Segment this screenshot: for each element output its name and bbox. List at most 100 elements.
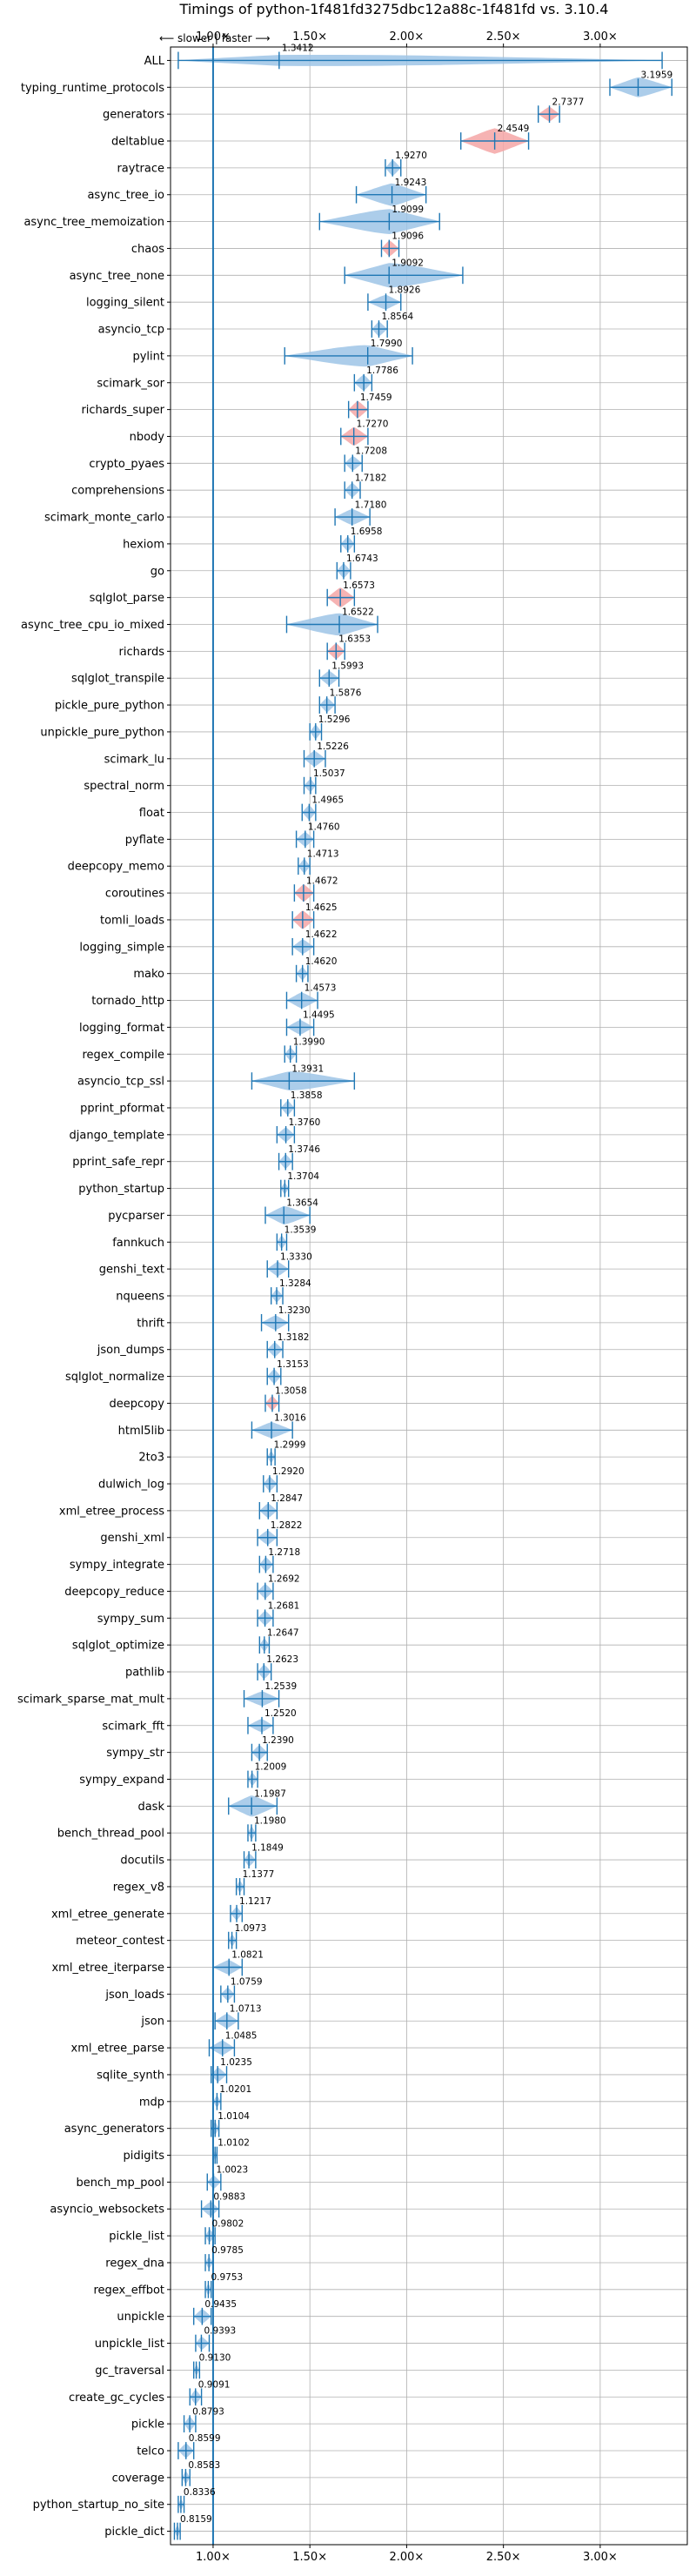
y-tick-label: sympy_sum bbox=[97, 1613, 164, 1626]
value-label: 1.4622 bbox=[305, 929, 338, 940]
value-label: 1.7180 bbox=[355, 500, 387, 510]
value-label: 1.0235 bbox=[220, 2057, 252, 2068]
y-tick-label: float bbox=[139, 807, 164, 820]
y-tick-label: pprint_safe_repr bbox=[72, 1156, 164, 1169]
value-label: 1.1217 bbox=[239, 1896, 271, 1907]
y-tick-label: pickle_pure_python bbox=[55, 700, 164, 713]
y-tick-label: asyncio_tcp bbox=[98, 324, 164, 337]
x-tick-label-top: 2.00× bbox=[389, 30, 424, 44]
value-label: 1.3182 bbox=[278, 1332, 310, 1343]
tick-layer: 1.00× 1.00× 1.50× 1.50× 2.00× 2.00× 2.50× 2.50×… bbox=[17, 30, 618, 2564]
value-label: 1.1980 bbox=[254, 1815, 286, 1826]
value-label: 1.3330 bbox=[280, 1251, 312, 1262]
value-label: 1.2920 bbox=[272, 1466, 304, 1477]
value-label: 1.3990 bbox=[293, 1036, 325, 1047]
label-layer: 1.3412 3.1959 2.7377 2.4549 1.9270 1.9243 1.90… bbox=[180, 44, 673, 2525]
y-tick-label: nqueens bbox=[116, 1291, 164, 1304]
y-tick-label: scimark_lu bbox=[104, 753, 164, 766]
value-label: 1.4573 bbox=[304, 983, 337, 994]
y-tick-label: pylint bbox=[132, 350, 164, 363]
y-tick-label: chaos bbox=[131, 243, 164, 256]
y-tick-label: asyncio_tcp_ssl bbox=[77, 1076, 164, 1089]
y-tick-label: sqlglot_optimize bbox=[72, 1640, 164, 1653]
y-tick-label: thrift bbox=[137, 1317, 164, 1330]
y-tick-label: regex_dna bbox=[105, 2257, 164, 2270]
value-label: 1.3704 bbox=[287, 1171, 319, 1182]
value-label: 1.2681 bbox=[268, 1601, 300, 1612]
chart-title: Timings of python-1f481fd3275dbc12a88c-1… bbox=[179, 1, 609, 17]
y-tick-label: pycparser bbox=[108, 1210, 164, 1223]
y-tick-label: sqlglot_transpile bbox=[71, 673, 164, 686]
value-label: 1.0023 bbox=[216, 2165, 248, 2176]
value-label: 1.6573 bbox=[343, 580, 375, 591]
value-label: 1.0201 bbox=[219, 2084, 251, 2095]
value-label: 1.6743 bbox=[346, 553, 378, 564]
y-tick-label: xml_etree_process bbox=[59, 1505, 164, 1518]
value-label: 2.7377 bbox=[552, 97, 585, 107]
y-tick-label: python_startup bbox=[78, 1183, 164, 1196]
value-label: 1.2999 bbox=[274, 1439, 306, 1450]
y-tick-label: spectral_norm bbox=[84, 780, 164, 793]
y-tick-label: regex_v8 bbox=[113, 1881, 164, 1894]
value-label: 1.2390 bbox=[262, 1735, 294, 1746]
value-label: 1.7990 bbox=[371, 339, 403, 349]
y-tick-label: sympy_str bbox=[106, 1747, 164, 1760]
y-tick-label: genshi_xml bbox=[100, 1532, 164, 1545]
y-tick-label: scimark_fft bbox=[102, 1720, 164, 1733]
y-tick-label: scimark_sparse_mat_mult bbox=[17, 1693, 164, 1706]
y-tick-label: pickle_list bbox=[109, 2231, 164, 2244]
value-label: 0.9785 bbox=[211, 2245, 244, 2256]
y-tick-label: json_loads bbox=[104, 1989, 164, 2002]
value-label: 1.6522 bbox=[342, 607, 374, 618]
value-label: 1.3760 bbox=[289, 1117, 321, 1128]
y-tick-label: coroutines bbox=[105, 888, 164, 901]
value-label: 3.1959 bbox=[640, 70, 673, 80]
y-tick-label: coverage bbox=[112, 2472, 164, 2485]
value-label: 1.7786 bbox=[366, 366, 398, 376]
y-tick-label: unpickle_pure_python bbox=[40, 726, 164, 739]
y-tick-label: deepcopy_memo bbox=[68, 861, 164, 874]
value-label: 1.3858 bbox=[291, 1090, 323, 1101]
y-tick-label: logging_silent bbox=[86, 297, 164, 310]
y-tick-label: regex_effbot bbox=[93, 2284, 164, 2297]
y-tick-label: pathlib bbox=[125, 1667, 164, 1680]
y-tick-label: nbody bbox=[130, 431, 165, 444]
value-label: 1.3931 bbox=[291, 1063, 324, 1074]
y-tick-label: python_startup_no_site bbox=[33, 2499, 164, 2512]
y-tick-label: async_tree_io bbox=[87, 189, 164, 202]
y-tick-label: django_template bbox=[70, 1129, 164, 1142]
y-tick-label: html5lib bbox=[118, 1425, 164, 1438]
y-tick-label: create_gc_cycles bbox=[69, 2392, 164, 2405]
y-tick-label: deepcopy_reduce bbox=[64, 1586, 164, 1599]
direction-note: ⟵ slower | faster ⟶ bbox=[159, 32, 271, 44]
value-label: 1.7208 bbox=[355, 446, 387, 457]
value-label: 1.8926 bbox=[389, 285, 421, 295]
x-tick-label-bottom: 3.00× bbox=[583, 2551, 618, 2564]
y-tick-label: unpickle bbox=[117, 2311, 164, 2324]
value-label: 1.3412 bbox=[282, 44, 314, 54]
value-label: 0.9883 bbox=[213, 2191, 245, 2202]
value-label: 1.3016 bbox=[274, 1413, 306, 1424]
value-label: 1.2822 bbox=[271, 1520, 303, 1531]
y-tick-label: dask bbox=[137, 1801, 164, 1814]
value-label: 1.9099 bbox=[392, 205, 424, 215]
value-label: 1.7270 bbox=[357, 419, 389, 430]
y-tick-label: asyncio_websockets bbox=[50, 2204, 164, 2217]
value-label: 1.7182 bbox=[355, 473, 387, 483]
value-label: 1.1849 bbox=[251, 1842, 284, 1853]
y-tick-label: pickle_dict bbox=[104, 2526, 164, 2539]
value-label: 1.0104 bbox=[218, 2111, 250, 2122]
y-tick-label: unpickle_list bbox=[95, 2338, 164, 2351]
y-tick-label: hexiom bbox=[123, 538, 164, 551]
value-label: 1.4760 bbox=[308, 822, 340, 833]
value-label: 1.6353 bbox=[338, 634, 371, 645]
y-tick-label: xml_etree_parse bbox=[71, 2043, 164, 2056]
value-label: 1.5993 bbox=[331, 661, 364, 671]
y-tick-label: docutils bbox=[120, 1855, 164, 1868]
y-tick-label: richards bbox=[119, 646, 165, 659]
value-label: 1.5037 bbox=[313, 768, 345, 779]
value-label: 1.4620 bbox=[305, 956, 338, 967]
value-label: 1.2692 bbox=[268, 1574, 300, 1585]
value-label: 1.3746 bbox=[288, 1144, 320, 1155]
x-tick-label-bottom: 2.50× bbox=[486, 2551, 521, 2564]
